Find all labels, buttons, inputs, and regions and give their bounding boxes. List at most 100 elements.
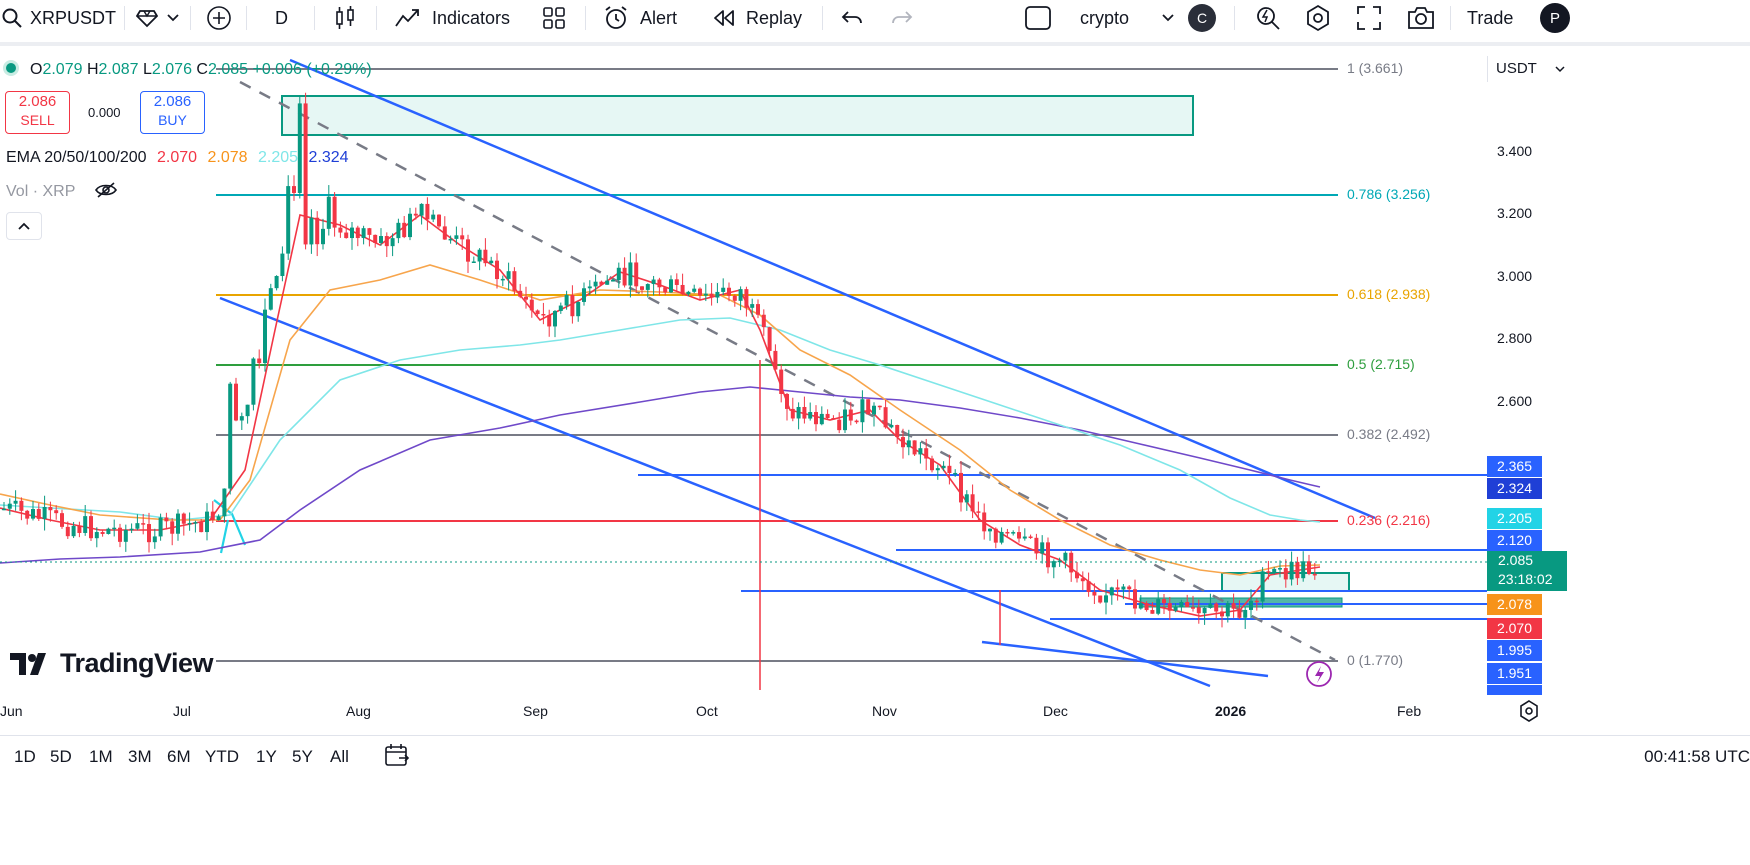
candle-body [1150, 610, 1155, 614]
price-tag: 2.324 [1487, 478, 1542, 499]
quick-search-button[interactable] [1254, 0, 1282, 36]
candle-body [1167, 603, 1172, 611]
snapshot-button[interactable] [1406, 0, 1436, 36]
buy-price: 2.086 [153, 93, 192, 110]
candle-body [239, 416, 244, 421]
lightning-marker[interactable] [1306, 661, 1332, 687]
candle-body [48, 507, 53, 511]
candle-body [332, 196, 337, 228]
currency-selector[interactable]: USDT [1487, 56, 1567, 82]
ema100-value: 2.205 [258, 149, 299, 166]
range-5y-button[interactable]: 5Y [292, 747, 313, 766]
candle-body [721, 287, 726, 292]
buy-button[interactable]: 2.086 BUY [140, 91, 205, 134]
candle-body [245, 404, 250, 417]
low-label: L [143, 61, 152, 78]
chart-type-button[interactable] [334, 0, 356, 36]
candle-body [999, 531, 1004, 543]
candle-body [1179, 601, 1184, 607]
range-ytd-button[interactable]: YTD [205, 747, 239, 766]
candle-body [680, 284, 685, 295]
axis-settings-button[interactable] [1518, 700, 1540, 727]
goto-date-button[interactable] [384, 742, 410, 773]
range-6m-button[interactable]: 6M [167, 747, 191, 766]
candle-body [367, 228, 372, 235]
candle-body [1086, 581, 1091, 593]
watchlist-dropdown[interactable]: crypto [1080, 0, 1175, 36]
collapse-legend-button[interactable] [6, 212, 42, 240]
range-3m-button[interactable]: 3M [128, 747, 152, 766]
candle-body [947, 465, 952, 474]
candle-body [854, 420, 859, 423]
candle-body [141, 523, 146, 525]
candle-body [1307, 561, 1311, 574]
replay-button[interactable]: Replay [712, 0, 802, 36]
candle-body [750, 304, 755, 308]
price-chart[interactable] [0, 0, 1487, 695]
candle-body [988, 528, 992, 532]
channel-upper-line [289, 58, 1376, 520]
alert-button[interactable]: Alert [602, 0, 677, 36]
candle-body [251, 358, 256, 405]
range-1m-button[interactable]: 1M [89, 747, 113, 766]
compare-symbol-button[interactable] [206, 0, 232, 36]
interval-button[interactable]: D [275, 0, 288, 36]
candle-body [379, 236, 383, 243]
time-tick: Aug [346, 703, 371, 719]
undo-icon [841, 11, 862, 24]
alarm-clock-icon [605, 6, 627, 29]
symbol-options-button[interactable] [136, 0, 180, 36]
candle-body [819, 413, 824, 425]
tradingview-logo[interactable]: TradingView [10, 648, 214, 679]
candle-body [959, 472, 963, 503]
fullscreen-button[interactable] [1356, 0, 1382, 36]
candle-body [814, 412, 818, 425]
plus-circle-icon [207, 6, 231, 30]
user-avatar[interactable]: C [1188, 0, 1216, 36]
candle-body [500, 278, 505, 281]
candle-body [843, 409, 847, 431]
layouts-button[interactable] [542, 0, 566, 36]
candle-body [785, 393, 789, 409]
range-1d-button[interactable]: 1D [14, 747, 36, 766]
candle-body [390, 238, 395, 247]
candle-body [1196, 607, 1201, 614]
eye-off-icon[interactable] [94, 181, 118, 199]
candle-body [779, 369, 784, 394]
undo-button[interactable] [840, 0, 864, 36]
candle-body [7, 503, 12, 509]
last-price: 2.085 [1498, 552, 1534, 568]
watchlist-label: crypto [1080, 7, 1130, 28]
settings-button[interactable] [1304, 0, 1332, 36]
redo-button[interactable] [890, 0, 914, 36]
candle-body [1075, 572, 1079, 579]
sell-button[interactable]: 2.086 SELL [5, 91, 70, 134]
candle-body [274, 276, 279, 289]
candle-body [1191, 607, 1195, 609]
close-value: 2.085 [207, 61, 249, 78]
profile-button[interactable]: P [1540, 0, 1570, 36]
candle-body [837, 419, 842, 431]
candle-body [912, 440, 917, 455]
candle-body [1127, 586, 1132, 590]
range-5d-button[interactable]: 5D [50, 747, 72, 766]
fullscreen-icon [1357, 6, 1381, 30]
symbol-search-button[interactable]: XRPUSDT [0, 0, 116, 36]
select-watchlist-checkbox[interactable] [1024, 0, 1052, 36]
channel-lower-line [219, 296, 1211, 688]
candle-body [1040, 542, 1045, 554]
candle-body [558, 305, 563, 311]
candle-body [268, 288, 273, 310]
candle-body [1028, 536, 1033, 539]
range-1y-button[interactable]: 1Y [256, 747, 277, 766]
ema-row: EMA 20/50/100/200 2.070 2.078 2.205 2.32… [6, 149, 349, 167]
candle-body [1080, 578, 1085, 582]
candle-body [935, 468, 940, 471]
candle-body [100, 532, 105, 534]
indicators-button[interactable]: Indicators [394, 0, 510, 36]
trade-button[interactable]: Trade [1467, 0, 1513, 36]
range-all-button[interactable]: All [330, 747, 349, 766]
ema-title: EMA 20/50/100/200 [6, 149, 147, 166]
candle-body [419, 203, 424, 216]
utc-clock[interactable]: 00:41:58 UTC [1644, 747, 1750, 766]
